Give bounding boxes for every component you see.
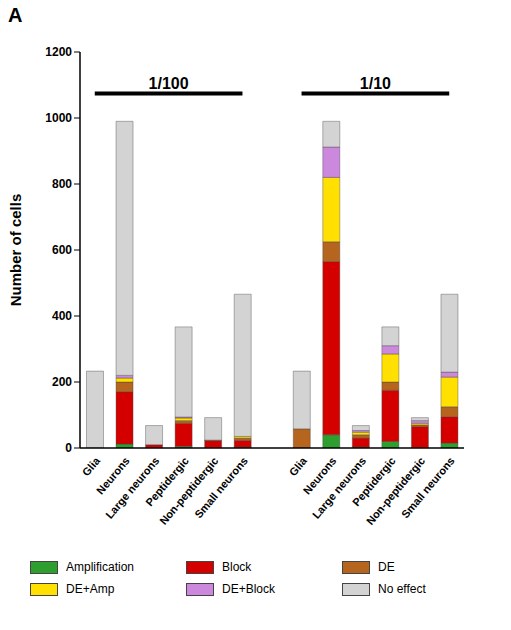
svg-text:200: 200 (52, 375, 72, 389)
svg-text:Peptidergic: Peptidergic (143, 454, 191, 509)
svg-text:Peptidergic: Peptidergic (350, 454, 398, 509)
svg-text:Small neurons: Small neurons (192, 455, 250, 521)
svg-text:1200: 1200 (45, 45, 72, 59)
svg-text:Small neurons: Small neurons (399, 455, 457, 521)
html-text:No effect: No effect (378, 582, 426, 596)
html-text:A: A (8, 4, 23, 26)
svg-text:Glia: Glia (80, 454, 103, 478)
svg-text:Neurons: Neurons (93, 454, 132, 497)
html-text:Block: Block (222, 560, 252, 574)
svg-text:Non-peptidergic: Non-peptidergic (363, 454, 428, 527)
svg-text:Large neurons: Large neurons (103, 454, 162, 521)
svg-text:Number of cells: Number of cells (7, 194, 24, 307)
svg-text:Neurons: Neurons (300, 454, 339, 497)
svg-text:Non-peptidergic: Non-peptidergic (157, 454, 221, 527)
html-text:DE+Amp: DE+Amp (66, 582, 115, 596)
svg-text:600: 600 (52, 243, 72, 257)
svg-text:Glia: Glia (286, 454, 309, 478)
svg-text:Large neurons: Large neurons (309, 454, 369, 521)
svg-text:400: 400 (52, 309, 72, 323)
html-text:Amplification: Amplification (66, 560, 134, 574)
html-text:DE: DE (378, 560, 395, 574)
svg-text:1/100: 1/100 (149, 75, 189, 92)
svg-text:1000: 1000 (45, 111, 72, 125)
html-text:DE+Block: DE+Block (222, 582, 275, 596)
svg-text:800: 800 (52, 177, 72, 191)
svg-text:1/10: 1/10 (360, 75, 391, 92)
svg-text:0: 0 (65, 441, 72, 455)
